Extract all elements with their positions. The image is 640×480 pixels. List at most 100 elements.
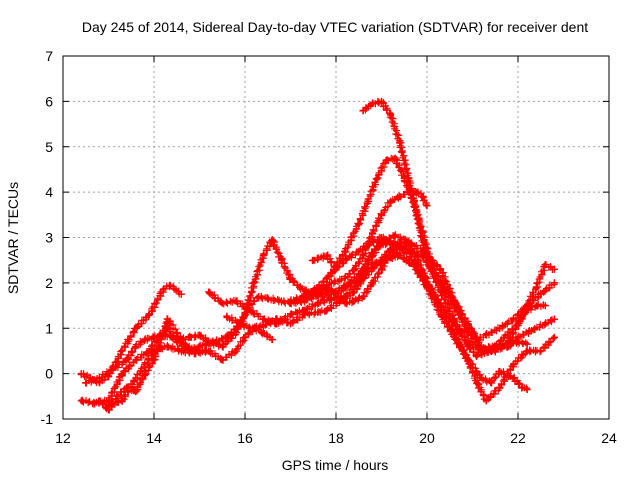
- data-point: [387, 197, 395, 205]
- data-point: [205, 347, 213, 355]
- data-point: [469, 329, 476, 337]
- y-tick-label: 4: [45, 184, 53, 200]
- data-point: [259, 329, 267, 337]
- series-trace-1: [77, 281, 185, 387]
- data-point: [323, 252, 331, 260]
- y-tick-label: -1: [41, 411, 54, 427]
- data-point: [355, 247, 363, 255]
- x-tick-label: 14: [146, 430, 162, 446]
- series-trace-10: [341, 238, 558, 405]
- data-point: [218, 356, 226, 364]
- data-point: [232, 347, 240, 355]
- data-point: [473, 379, 481, 387]
- data-point: [382, 156, 390, 164]
- data-point: [337, 297, 345, 305]
- data-point: [177, 290, 185, 298]
- data-point: [132, 324, 140, 332]
- data-point: [437, 288, 445, 296]
- data-point: [378, 97, 385, 105]
- data-point: [259, 315, 267, 323]
- data-point: [541, 302, 549, 310]
- data-point: [405, 175, 413, 183]
- data-point: [150, 333, 158, 341]
- data-point: [482, 331, 490, 339]
- data-point: [373, 175, 381, 183]
- data-point: [241, 333, 249, 341]
- data-point: [423, 279, 431, 287]
- data-point: [396, 252, 404, 260]
- data-point: [368, 100, 376, 108]
- series-layer: [77, 97, 558, 414]
- data-point: [550, 279, 558, 287]
- data-point: [141, 361, 149, 369]
- data-point: [236, 320, 244, 328]
- data-point: [327, 279, 335, 287]
- data-point: [264, 295, 272, 303]
- data-point: [341, 274, 349, 282]
- data-point: [300, 311, 308, 319]
- data-point: [173, 329, 181, 337]
- data-point: [177, 347, 185, 355]
- data-point: [396, 138, 404, 146]
- data-point: [414, 188, 422, 196]
- data-point: [532, 283, 540, 291]
- data-point: [359, 270, 367, 278]
- data-point: [396, 238, 404, 246]
- data-point: [368, 261, 376, 269]
- data-point: [496, 367, 504, 375]
- data-point: [350, 265, 358, 273]
- data-point: [378, 265, 385, 273]
- data-point: [314, 308, 322, 316]
- y-tick-label: 3: [45, 230, 53, 246]
- axis-ticks: [62, 55, 610, 420]
- data-point: [166, 281, 174, 289]
- data-point: [364, 256, 372, 264]
- data-point: [159, 286, 167, 294]
- data-point: [523, 340, 531, 348]
- data-point: [118, 397, 126, 405]
- data-point: [414, 215, 422, 223]
- data-point: [341, 256, 349, 264]
- data-point: [314, 283, 322, 291]
- data-point: [355, 220, 363, 228]
- data-point: [341, 247, 349, 255]
- data-point: [141, 336, 149, 344]
- data-point: [391, 154, 399, 162]
- data-point: [168, 333, 176, 341]
- data-point: [109, 365, 117, 373]
- data-point: [218, 342, 226, 350]
- data-point: [246, 324, 254, 332]
- data-point: [409, 261, 417, 269]
- series-trace-5: [104, 324, 276, 410]
- data-point: [523, 347, 531, 355]
- data-point: [132, 342, 140, 350]
- data-point: [191, 349, 199, 357]
- x-tick-label: 22: [510, 430, 526, 446]
- data-point: [378, 211, 385, 219]
- data-point: [418, 193, 426, 201]
- data-point: [550, 315, 558, 323]
- x-tick-label: 24: [601, 430, 617, 446]
- data-point: [387, 247, 395, 255]
- data-point: [487, 347, 495, 355]
- data-point: [509, 315, 517, 323]
- data-point: [268, 336, 276, 344]
- data-point: [255, 292, 263, 300]
- data-point: [391, 231, 399, 239]
- data-point: [523, 386, 531, 394]
- data-point: [364, 197, 372, 205]
- data-point: [287, 297, 294, 305]
- data-point: [405, 243, 413, 251]
- data-point: [482, 397, 490, 405]
- y-tick-label: 7: [45, 48, 53, 64]
- data-point: [414, 256, 422, 264]
- data-point: [287, 311, 294, 319]
- chart-title: Day 245 of 2014, Sidereal Day-to-day VTE…: [82, 19, 588, 35]
- y-tick-label: 6: [45, 93, 53, 109]
- data-point: [478, 374, 486, 382]
- data-point: [509, 374, 517, 382]
- data-point: [296, 283, 304, 291]
- data-point: [318, 292, 326, 300]
- data-point: [359, 252, 367, 260]
- data-point: [550, 333, 558, 341]
